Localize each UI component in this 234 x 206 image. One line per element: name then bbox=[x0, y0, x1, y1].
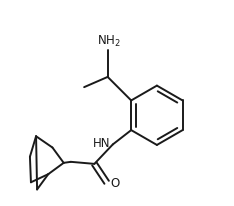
Text: NH$_2$: NH$_2$ bbox=[97, 34, 121, 49]
Text: O: O bbox=[110, 177, 120, 190]
Text: HN: HN bbox=[93, 137, 111, 150]
